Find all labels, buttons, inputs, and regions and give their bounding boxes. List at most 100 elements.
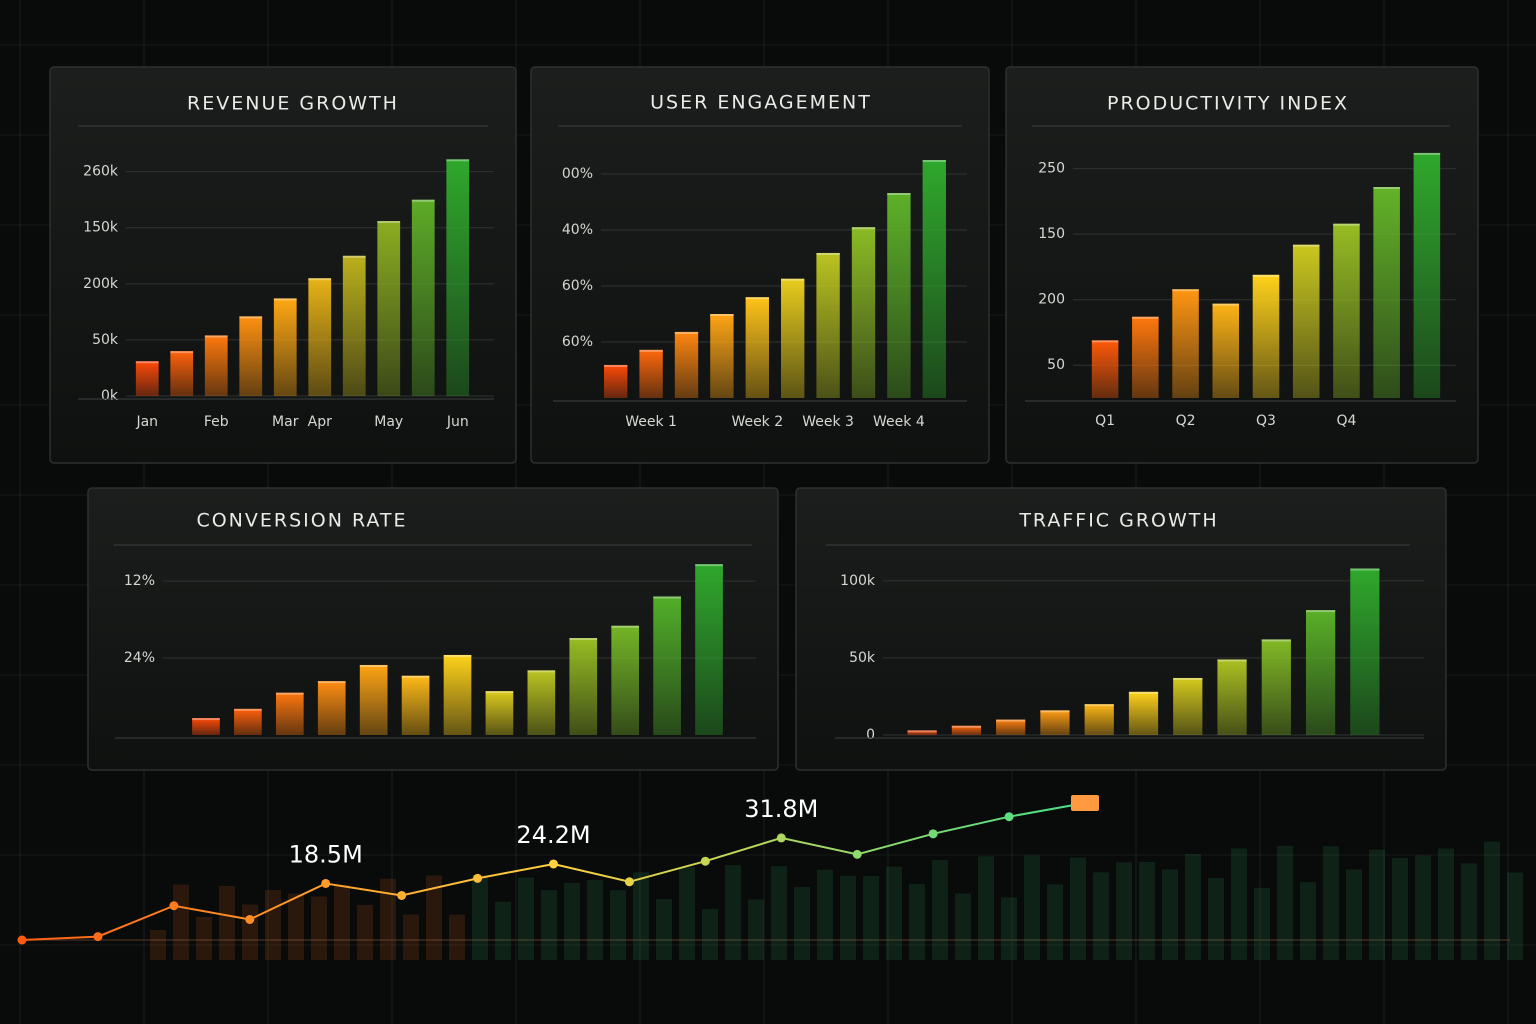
y-tick-label: 0: [866, 727, 875, 743]
backdrop-bar: [656, 899, 672, 960]
point: [700, 856, 710, 866]
bar-glow: [907, 730, 937, 733]
backdrop-bar: [909, 884, 925, 960]
bar: [674, 331, 699, 398]
x-tick-label: Q3: [1256, 413, 1276, 429]
y-tick-label: 12%: [124, 573, 155, 589]
bar: [239, 316, 263, 396]
bar-glow: [1172, 289, 1199, 292]
backdrop-bar: [495, 901, 511, 960]
y-tick-label: 150k: [83, 220, 119, 236]
point: [397, 890, 407, 900]
y-tick-label: 150: [1038, 226, 1065, 242]
bar: [604, 364, 628, 398]
bar: [275, 692, 304, 735]
backdrop-bar: [173, 884, 189, 960]
bar: [204, 335, 228, 396]
bar: [1373, 187, 1400, 398]
bar-glow: [273, 298, 297, 301]
y-tick-label: 50k: [849, 650, 876, 666]
bar: [170, 351, 194, 396]
backdrop-bar: [1392, 858, 1408, 960]
bar: [1413, 152, 1441, 398]
bar-glow: [377, 221, 401, 224]
x-tick-label: Week 4: [873, 414, 925, 430]
backdrop-bar: [610, 890, 626, 960]
backdrop-bar: [426, 875, 442, 960]
bar: [710, 314, 734, 398]
y-tick-label: 250: [1038, 161, 1065, 177]
bar: [887, 193, 911, 398]
y-tick-label: 260k: [83, 164, 119, 180]
bar-glow: [1084, 704, 1114, 707]
bar-glow: [1217, 659, 1247, 662]
backdrop-bar: [1139, 861, 1155, 960]
y-tick-label: 24%: [124, 650, 155, 666]
panel-title: TRAFFIC GROWTH: [1018, 510, 1218, 532]
bar-glow: [1350, 568, 1380, 571]
bar: [951, 725, 982, 735]
bar: [816, 252, 840, 398]
bar: [1292, 244, 1320, 398]
y-tick-label: 40%: [562, 222, 593, 238]
bar: [781, 278, 805, 398]
backdrop-bar: [449, 914, 465, 960]
bar: [485, 691, 514, 735]
backdrop-bar: [794, 886, 810, 960]
bar: [653, 596, 681, 735]
backdrop-bar: [1461, 863, 1477, 960]
point: [169, 901, 179, 911]
bar: [1217, 659, 1247, 735]
bar: [1091, 340, 1119, 398]
backdrop-bar: [150, 930, 166, 960]
backdrop-bar: [1208, 878, 1224, 960]
backdrop-bar: [196, 916, 212, 960]
y-tick-label: 0k: [101, 388, 119, 404]
bar-glow: [1128, 691, 1159, 694]
bar: [745, 297, 769, 398]
point: [549, 859, 558, 869]
x-tick-label: Feb: [204, 414, 229, 430]
y-tick-label: 200: [1038, 292, 1065, 308]
backdrop-bar: [886, 866, 902, 960]
bar: [907, 730, 937, 735]
backdrop-bar: [978, 856, 994, 960]
bar-glow: [485, 691, 514, 694]
backdrop-bar: [564, 882, 580, 960]
x-tick-label: Jun: [446, 414, 469, 430]
x-tick-label: Apr: [308, 414, 332, 430]
bar: [1128, 691, 1159, 735]
bar-glow: [527, 670, 556, 673]
bar-glow: [1173, 677, 1203, 680]
bar: [922, 160, 946, 398]
point: [624, 877, 634, 887]
bar: [377, 221, 401, 396]
backdrop-bar: [1415, 855, 1431, 960]
point: [852, 849, 862, 859]
bar-glow: [275, 692, 304, 695]
backdrop-bar: [311, 896, 327, 960]
bar-glow: [639, 349, 663, 352]
panel-title: PRODUCTIVITY INDEX: [1107, 93, 1349, 115]
bar-glow: [653, 596, 681, 599]
backdrop-bar: [219, 885, 235, 960]
bar-glow: [710, 314, 734, 316]
bar-glow: [951, 725, 982, 728]
point: [93, 932, 103, 942]
backdrop-bar: [748, 899, 764, 960]
backdrop-bar: [541, 890, 557, 960]
bar: [611, 625, 640, 735]
x-tick-label: May: [374, 414, 403, 430]
bar: [192, 718, 220, 735]
x-tick-label: Q2: [1176, 413, 1196, 429]
x-tick-label: Week 3: [802, 414, 854, 430]
bar: [527, 670, 556, 735]
backdrop-bar: [1323, 846, 1339, 960]
bar-glow: [1132, 316, 1159, 319]
bar-glow: [239, 316, 263, 319]
bar: [411, 199, 435, 396]
point: [1071, 795, 1099, 811]
y-tick-label: 00%: [562, 166, 593, 182]
bar-glow: [604, 364, 628, 367]
panel-title: CONVERSION RATE: [196, 510, 407, 532]
